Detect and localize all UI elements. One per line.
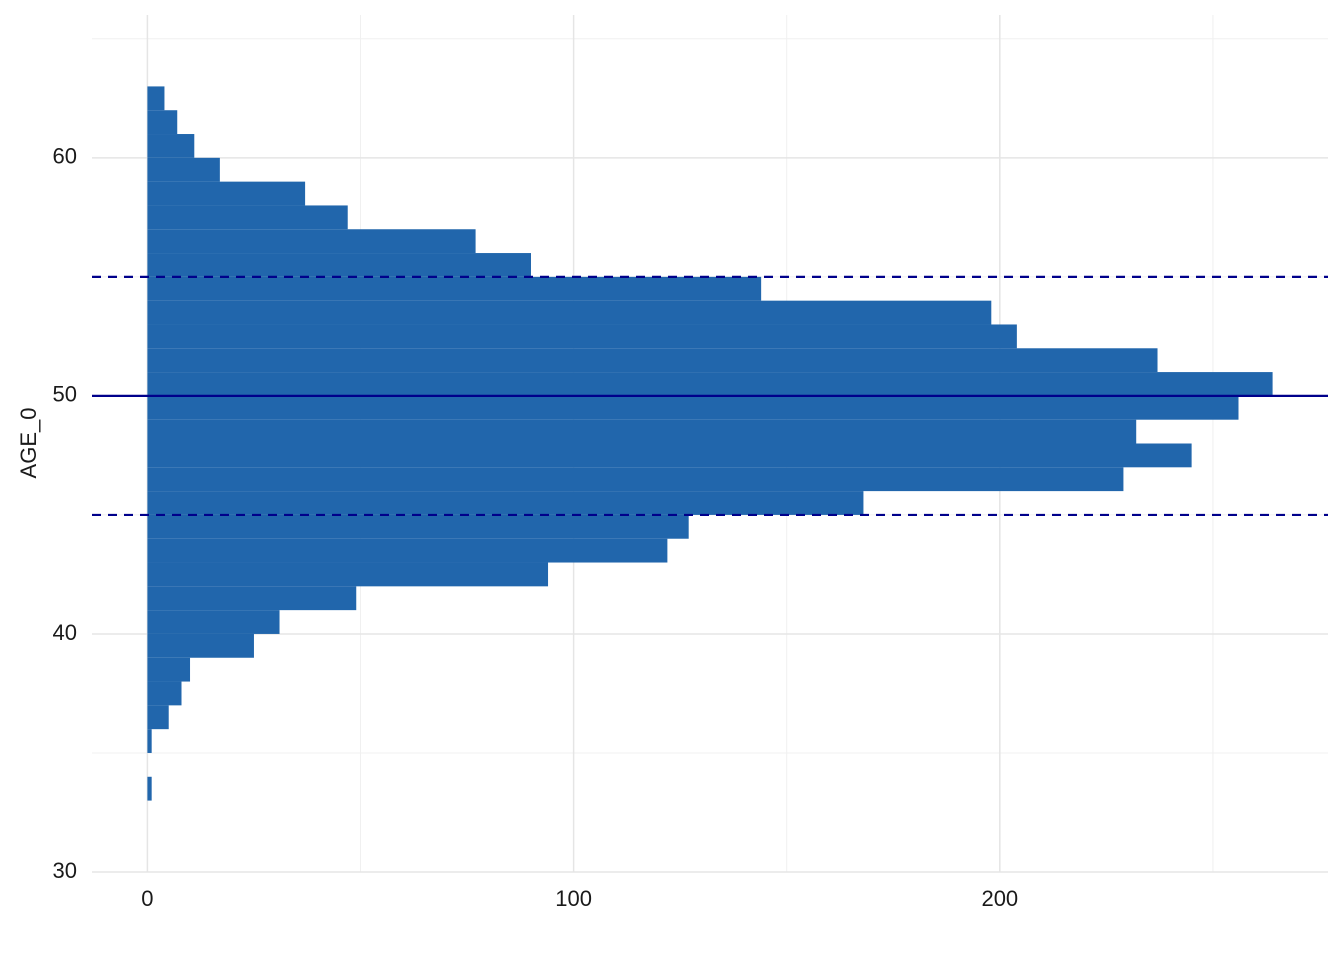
x-tick-label: 100 xyxy=(555,886,592,911)
bar xyxy=(147,705,169,730)
bar xyxy=(147,491,864,515)
bar xyxy=(147,229,476,254)
bar xyxy=(147,610,280,634)
y-tick-label: 30 xyxy=(53,858,77,883)
bar xyxy=(147,300,992,325)
y-tick-label: 50 xyxy=(53,382,77,407)
bar xyxy=(147,348,1158,373)
bar xyxy=(147,395,1239,420)
x-tick-label: 200 xyxy=(981,886,1018,911)
bar xyxy=(147,633,254,658)
bar xyxy=(147,514,689,539)
bar xyxy=(147,419,1137,444)
bar xyxy=(147,729,152,753)
y-tick-label: 60 xyxy=(53,144,77,169)
bar xyxy=(147,657,191,682)
bar xyxy=(147,134,195,158)
bar xyxy=(147,253,531,277)
bar xyxy=(147,157,220,182)
bar xyxy=(147,586,357,611)
bar xyxy=(147,205,348,230)
bar xyxy=(147,538,668,563)
bar xyxy=(147,110,178,135)
bar xyxy=(147,372,1273,396)
bar xyxy=(147,276,762,301)
y-axis-label: AGE_0 xyxy=(16,408,41,479)
bar xyxy=(147,443,1192,468)
bar xyxy=(147,86,165,111)
bar xyxy=(147,324,1017,349)
bar xyxy=(147,181,306,206)
bar xyxy=(147,776,152,801)
y-tick-label: 40 xyxy=(53,620,77,645)
bar xyxy=(147,681,182,706)
bar xyxy=(147,467,1124,492)
x-tick-label: 0 xyxy=(141,886,153,911)
bar xyxy=(147,562,549,587)
